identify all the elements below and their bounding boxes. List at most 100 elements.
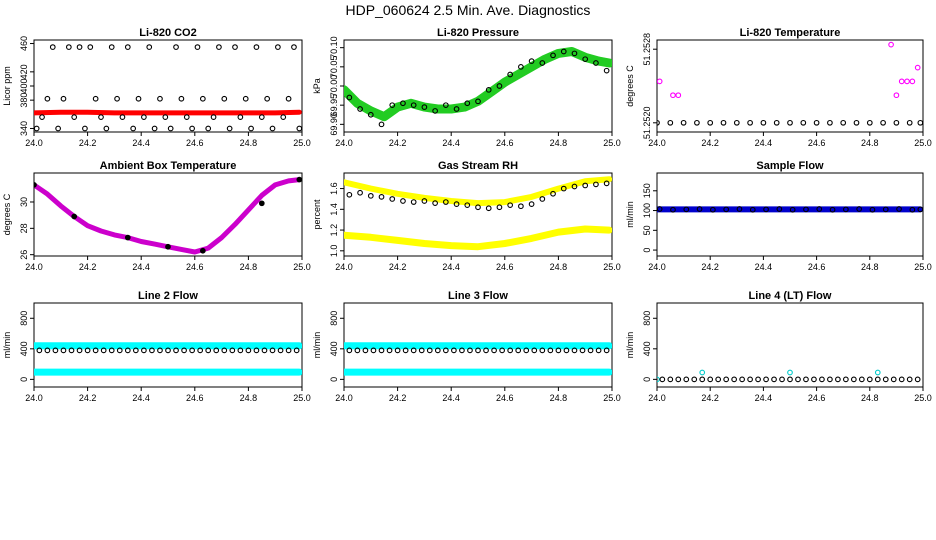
plot-frame	[656, 172, 924, 257]
chart-title: Line 3 Flow	[448, 290, 508, 302]
y-tick-label: 460	[19, 36, 29, 51]
data-point-rh-points	[432, 200, 438, 206]
data-point-co2-points	[141, 114, 147, 120]
plot-frame	[656, 302, 924, 388]
y-tick-label: 69.90	[329, 113, 339, 136]
data-point-co2-points	[108, 44, 115, 50]
data-point-pressure-points	[389, 102, 396, 109]
data-point-co2-points	[55, 125, 61, 132]
data-point-pressure-points	[400, 100, 406, 107]
data-point-co2-points	[183, 114, 190, 120]
data-point-line4-points	[898, 376, 905, 383]
y-tick-label: 400	[329, 341, 339, 356]
data-point-sample-flow-points	[776, 206, 783, 212]
plot-data-area	[657, 206, 923, 213]
x-tick-label: 24.8	[861, 393, 879, 403]
y-tick-label: 150	[642, 183, 652, 198]
y-tick-label: 1.4	[329, 203, 339, 216]
data-point-sample-flow-points	[657, 206, 663, 212]
x-tick-label: 24.0	[335, 393, 353, 403]
data-point-line2-points	[221, 347, 228, 354]
data-point-line4-points	[779, 376, 785, 383]
x-tick-label: 25.0	[293, 393, 311, 403]
x-tick-label: 24.6	[808, 138, 826, 148]
data-point-line3-points	[451, 347, 457, 354]
data-point-co2-points	[205, 125, 212, 132]
data-point-line4-points	[858, 376, 865, 383]
data-point-pressure-points	[410, 102, 417, 109]
x-tick-label: 24.8	[550, 138, 568, 148]
data-point-line2-points	[52, 347, 59, 354]
data-point-rh-points	[539, 196, 546, 202]
data-point-co2-points	[119, 114, 126, 120]
data-point-line2-points	[205, 347, 212, 354]
data-point-co2-points	[199, 95, 206, 102]
data-point-line3-points	[475, 347, 481, 354]
data-point-line4-cyan	[787, 369, 793, 376]
data-point-co2-points	[151, 125, 158, 132]
x-tick-label: 24.4	[442, 262, 460, 272]
plot-data-area	[657, 369, 921, 383]
data-point-box-temp-points	[199, 247, 206, 254]
data-point-line3-points	[402, 347, 409, 354]
y-tick-label: 800	[329, 311, 339, 326]
data-point-line4-points	[882, 376, 889, 383]
y-tick-label: 1.2	[329, 224, 339, 237]
data-point-co2-points	[162, 114, 169, 120]
chart-panel-8: Line 3 Flow ml/min 24.0 24.2 24.4 24.6 24.8 25.…	[312, 290, 621, 403]
data-point-line4-cyan	[699, 369, 706, 376]
x-tick-label: 25.0	[603, 262, 621, 272]
data-point-line2-points	[285, 347, 292, 354]
data-point-line2-points	[197, 347, 204, 354]
data-point-pressure-points	[453, 106, 460, 112]
data-point-temp-magenta	[904, 78, 910, 85]
data-point-line3-points	[531, 347, 538, 354]
data-point-temp-magenta	[670, 92, 676, 99]
data-point-co2-points	[82, 125, 88, 132]
x-tick-label: 24.8	[861, 262, 879, 272]
data-point-pressure-points	[496, 83, 503, 89]
chart-title: Gas Stream RH	[438, 160, 518, 172]
data-point-line2-points	[229, 347, 236, 354]
data-point-line3-points	[571, 347, 578, 354]
data-point-line2-points	[100, 347, 107, 354]
data-point-line2-points	[60, 347, 67, 354]
x-tick-label: 24.2	[79, 138, 97, 148]
data-point-rh-points	[378, 194, 385, 200]
data-point-line3-points	[467, 347, 473, 354]
data-point-line4-points	[707, 376, 714, 383]
data-point-line4-points	[827, 376, 833, 383]
y-axis-label: degrees C	[2, 193, 12, 235]
data-point-line3-points	[459, 347, 465, 354]
y-axis-label: ml/min	[2, 332, 12, 359]
plot-data-area	[34, 44, 302, 132]
data-point-line2-points	[141, 347, 147, 354]
x-tick-label: 25.0	[293, 262, 311, 272]
data-point-temp-points	[853, 119, 860, 126]
data-point-line3-points	[426, 347, 433, 354]
x-tick-label: 24.4	[755, 262, 773, 272]
data-point-pressure-points	[357, 106, 363, 112]
y-tick-label: 400	[642, 341, 652, 356]
data-point-line3-points	[386, 347, 393, 354]
data-point-rh-points	[389, 196, 396, 202]
data-point-pressure-points	[442, 102, 449, 109]
x-tick-label: 24.2	[389, 138, 407, 148]
y-tick-label: 400	[19, 78, 29, 93]
y-tick-label: 400	[19, 341, 29, 356]
y-tick-label: 1.6	[329, 182, 339, 195]
data-point-rh-points	[518, 203, 524, 210]
data-point-line3-points	[370, 347, 377, 354]
x-tick-label: 24.8	[240, 393, 258, 403]
data-point-rh-points	[400, 198, 406, 204]
data-point-box-temp-points	[34, 182, 37, 188]
data-point-co2-points	[167, 125, 174, 132]
y-tick-label: 30	[19, 197, 29, 207]
data-point-line2-points	[116, 347, 123, 354]
data-point-line3-points	[587, 347, 594, 354]
x-tick-label: 24.6	[186, 262, 204, 272]
data-point-line4-points	[683, 376, 690, 383]
chart-title: Ambient Box Temperature	[100, 160, 237, 172]
data-point-co2-points	[157, 95, 163, 102]
data-point-co2-points	[226, 125, 233, 132]
